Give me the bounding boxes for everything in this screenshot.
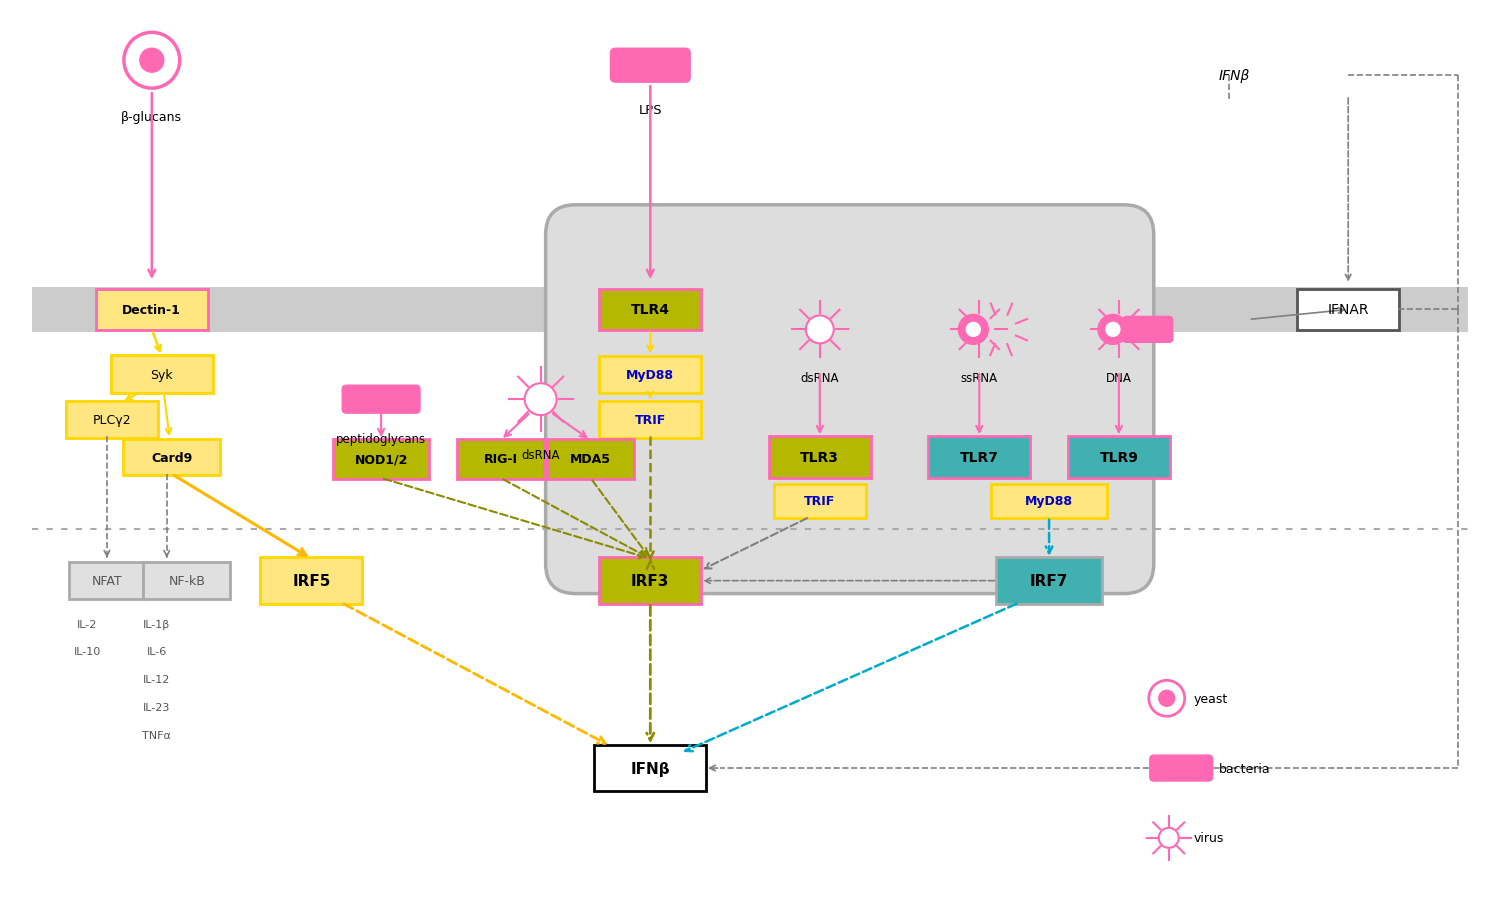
Text: bacteria: bacteria [1218, 762, 1270, 775]
Circle shape [966, 323, 981, 337]
FancyBboxPatch shape [458, 439, 544, 480]
FancyBboxPatch shape [600, 558, 700, 605]
FancyBboxPatch shape [600, 402, 700, 438]
Text: NF-kB: NF-kB [168, 574, 206, 587]
FancyBboxPatch shape [600, 289, 700, 331]
Circle shape [1106, 323, 1120, 337]
Text: TLR9: TLR9 [1100, 450, 1138, 464]
FancyBboxPatch shape [548, 439, 634, 480]
Text: TLR4: TLR4 [632, 303, 670, 317]
Text: IL-12: IL-12 [142, 675, 171, 685]
Text: IL-6: IL-6 [147, 647, 166, 657]
FancyBboxPatch shape [69, 562, 146, 599]
FancyBboxPatch shape [1068, 437, 1170, 479]
FancyBboxPatch shape [66, 402, 158, 438]
Text: TRIF: TRIF [634, 414, 666, 426]
FancyBboxPatch shape [123, 439, 220, 476]
Circle shape [1160, 690, 1174, 707]
Circle shape [806, 316, 834, 344]
Text: ssRNA: ssRNA [960, 372, 998, 385]
Text: IL-23: IL-23 [142, 702, 171, 712]
Text: TLR7: TLR7 [960, 450, 999, 464]
Circle shape [1160, 828, 1179, 848]
Text: DNA: DNA [1106, 372, 1132, 385]
Text: peptidoglycans: peptidoglycans [336, 433, 426, 446]
FancyBboxPatch shape [774, 484, 865, 518]
FancyBboxPatch shape [261, 558, 362, 605]
FancyBboxPatch shape [111, 356, 213, 393]
FancyBboxPatch shape [992, 484, 1107, 518]
Text: IFNAR: IFNAR [1328, 303, 1370, 317]
Text: yeast: yeast [1194, 692, 1228, 705]
Text: IFNβ: IFNβ [630, 761, 670, 776]
Text: TRIF: TRIF [804, 494, 836, 508]
Text: IL-2: IL-2 [76, 618, 98, 629]
Circle shape [525, 384, 556, 415]
Text: TLR3: TLR3 [801, 450, 838, 464]
FancyBboxPatch shape [546, 206, 1154, 594]
Text: Syk: Syk [150, 369, 172, 381]
FancyBboxPatch shape [32, 288, 1468, 333]
FancyBboxPatch shape [600, 357, 700, 393]
Text: LPS: LPS [639, 104, 662, 117]
Text: MDA5: MDA5 [570, 453, 610, 466]
FancyBboxPatch shape [594, 744, 706, 791]
Text: IRF7: IRF7 [1030, 573, 1068, 588]
Text: NOD1/2: NOD1/2 [354, 453, 408, 466]
Text: IRF3: IRF3 [632, 573, 669, 588]
FancyBboxPatch shape [928, 437, 1030, 479]
Text: IFNβ: IFNβ [1218, 69, 1249, 83]
Text: IL-10: IL-10 [74, 647, 100, 657]
Circle shape [140, 50, 164, 74]
Text: MyD88: MyD88 [1024, 494, 1072, 508]
Text: virus: virus [1194, 832, 1224, 845]
Circle shape [1098, 315, 1128, 345]
Text: IRF5: IRF5 [292, 573, 330, 588]
FancyBboxPatch shape [96, 289, 207, 331]
FancyBboxPatch shape [333, 439, 429, 480]
FancyBboxPatch shape [144, 562, 230, 599]
FancyBboxPatch shape [770, 437, 870, 479]
FancyBboxPatch shape [996, 558, 1102, 605]
FancyBboxPatch shape [1150, 755, 1212, 781]
FancyBboxPatch shape [342, 386, 420, 414]
Text: MyD88: MyD88 [627, 369, 675, 381]
Text: NFAT: NFAT [92, 574, 123, 587]
Text: IL-1β: IL-1β [142, 618, 171, 629]
Text: Card9: Card9 [152, 451, 192, 464]
Text: PLCγ2: PLCγ2 [93, 414, 130, 426]
FancyBboxPatch shape [1124, 317, 1173, 343]
Circle shape [958, 315, 988, 345]
Text: dsRNA: dsRNA [522, 448, 560, 461]
FancyBboxPatch shape [610, 50, 690, 83]
Text: β-glucans: β-glucans [122, 111, 183, 124]
Text: RIG-I: RIG-I [484, 453, 518, 466]
Text: TNFα: TNFα [142, 731, 171, 741]
Text: dsRNA: dsRNA [801, 372, 838, 385]
FancyBboxPatch shape [1298, 289, 1400, 331]
Text: Dectin-1: Dectin-1 [123, 303, 182, 317]
